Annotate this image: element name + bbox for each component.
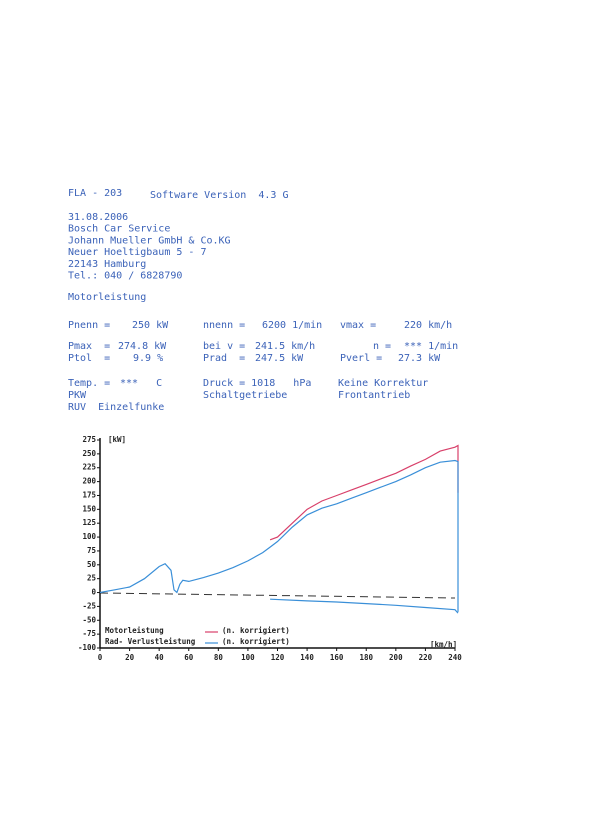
y-tick-label: 75 <box>87 546 96 555</box>
y-tick-label: 175 <box>82 490 96 499</box>
software-version: Software Version 4.3 G <box>150 190 288 201</box>
y-tick-label: 100 <box>82 532 96 541</box>
x-tick-label: 200 <box>389 653 403 662</box>
x-tick-label: 160 <box>330 653 344 662</box>
y-tick-label: -50 <box>82 615 96 624</box>
spec-text: Pnenn = <box>68 320 110 331</box>
y-tick-label: -100 <box>78 643 97 652</box>
legend-label: Rad- Verlustleistung <box>105 637 196 646</box>
spec-text: 6200 1/min <box>262 320 322 331</box>
spec-text: bei v = <box>203 341 245 352</box>
x-tick-label: 240 <box>448 653 462 662</box>
spec-text: Prad = <box>203 353 245 364</box>
spec-text: 220 km/h <box>404 320 452 331</box>
spec-text: nnenn = <box>203 320 245 331</box>
legend-label: Motorleistung <box>105 626 164 635</box>
spec-text: 241.5 km/h <box>255 341 315 352</box>
spec-text: *** C <box>120 378 162 389</box>
x-tick-label: 0 <box>98 653 103 662</box>
spec-text: RUV Einzelfunke <box>68 402 164 413</box>
device-code: FLA - 203 <box>68 188 122 199</box>
x-tick-label: 100 <box>241 653 255 662</box>
spec-text: Ptol = <box>68 353 110 364</box>
spec-text: Keine Korrektur <box>338 378 428 389</box>
spec-text: Schaltgetriebe <box>203 390 287 401</box>
y-tick-label: 275 <box>82 435 96 444</box>
x-tick-label: 40 <box>155 653 165 662</box>
x-tick-label: 60 <box>184 653 194 662</box>
y-axis-label: [kW] <box>108 435 126 444</box>
series-line <box>99 459 459 612</box>
y-tick-label: 150 <box>82 504 96 513</box>
x-tick-label: 20 <box>125 653 135 662</box>
spec-text: 27.3 kW <box>398 353 441 364</box>
y-tick-label: 50 <box>87 560 97 569</box>
legend-note: (n. korrigiert) <box>222 637 290 646</box>
x-tick-label: 220 <box>419 653 433 662</box>
y-tick-label: 125 <box>82 518 96 527</box>
spec-text: Druck = 1018 hPa <box>203 378 311 389</box>
x-tick-label: 140 <box>300 653 314 662</box>
section-title: Motorleistung <box>68 292 146 303</box>
series-line <box>270 598 459 614</box>
y-tick-label: 0 <box>91 588 96 597</box>
x-tick-label: 120 <box>271 653 285 662</box>
spec-text: Frontantrieb <box>338 390 410 401</box>
spec-text: *** 1/min <box>404 341 458 352</box>
spec-text: 247.5 kW <box>255 353 304 364</box>
address-line: Tel.: 040 / 6828790 <box>68 271 182 282</box>
y-tick-label: 225 <box>82 463 96 472</box>
y-tick-label: 200 <box>82 477 96 486</box>
zero-reference <box>99 592 456 599</box>
address-line: Neuer Hoeltigbaum 5 - 7 <box>68 247 206 258</box>
spec-text: PKW <box>68 390 87 401</box>
address-line: Johann Mueller GmbH & Co.KG <box>68 235 231 246</box>
spec-text: Temp. = <box>68 378 110 389</box>
x-tick-label: 80 <box>214 653 224 662</box>
legend-note: (n. korrigiert) <box>222 626 290 635</box>
y-tick-label: -25 <box>82 601 96 610</box>
y-tick-label: 25 <box>87 574 96 583</box>
address-line: 31.08.2006 <box>68 212 128 223</box>
spec-text: 274.8 kW <box>118 341 167 352</box>
x-tick-label: 180 <box>359 653 373 662</box>
spec-text: Pmax = <box>68 341 110 352</box>
address-line: 22143 Hamburg <box>68 259 146 270</box>
spec-text: vmax = <box>340 320 376 331</box>
series-line <box>269 444 459 541</box>
x-axis-label: [km/h] <box>430 640 457 649</box>
y-tick-label: -75 <box>82 629 96 638</box>
spec-text: Pverl = <box>340 353 382 364</box>
spec-text: 9.9 % <box>133 353 163 364</box>
spec-text: n = <box>373 341 391 352</box>
y-tick-label: 250 <box>82 449 96 458</box>
address-line: Bosch Car Service <box>68 224 170 235</box>
spec-text: 250 kW <box>132 320 169 331</box>
